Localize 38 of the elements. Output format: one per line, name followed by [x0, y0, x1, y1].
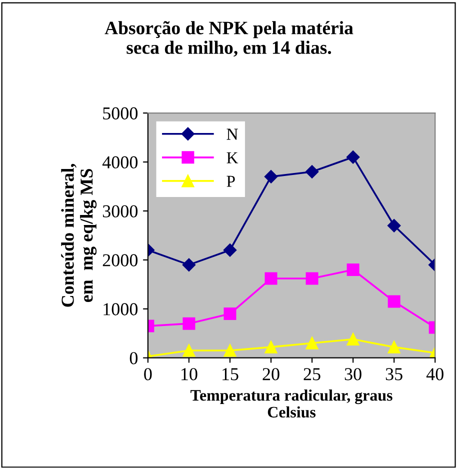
point [182, 317, 196, 330]
point [182, 344, 196, 357]
x-tick-label: 35 [386, 368, 402, 380]
x-tick-label: 30 [344, 368, 362, 380]
point [224, 344, 236, 357]
y-tick-label: 2000 [102, 254, 138, 266]
point [388, 295, 400, 308]
y-tick-label: 4000 [102, 156, 138, 168]
x-tick-label: 20 [262, 368, 280, 380]
x-tick-label: 25 [304, 368, 320, 380]
chart-title: Absorção de NPK pela matéria seca de milho, em 14 dias. [104, 21, 354, 57]
point [182, 258, 196, 272]
point [264, 340, 278, 354]
point [346, 150, 360, 164]
legend-label: P [226, 176, 235, 187]
point [387, 219, 401, 232]
legend-label: K [226, 152, 238, 164]
y-tick-label: 0 [130, 352, 138, 364]
x-axis-title: Temperatura radicular, graus Celsius [190, 390, 392, 418]
y-axis-title: Conteúdo mineral, em mg eq/kg MS [61, 164, 97, 307]
y-tick-label: 3000 [102, 205, 138, 218]
point [305, 165, 319, 178]
point [264, 170, 278, 184]
y-tick-label: 1000 [104, 303, 138, 316]
point [346, 332, 360, 346]
point [264, 272, 278, 285]
point [306, 336, 318, 350]
y-tick-label: 5000 [103, 107, 138, 120]
x-tick-label: 10 [182, 368, 198, 380]
point [306, 272, 318, 285]
point [346, 263, 360, 276]
point [223, 244, 237, 257]
x-tick-label: 0 [144, 368, 152, 380]
point [388, 340, 400, 354]
point [224, 308, 236, 320]
x-tick-label: 15 [222, 368, 238, 380]
x-tick-label: 40 [426, 368, 444, 380]
legend-label: N [226, 128, 238, 140]
